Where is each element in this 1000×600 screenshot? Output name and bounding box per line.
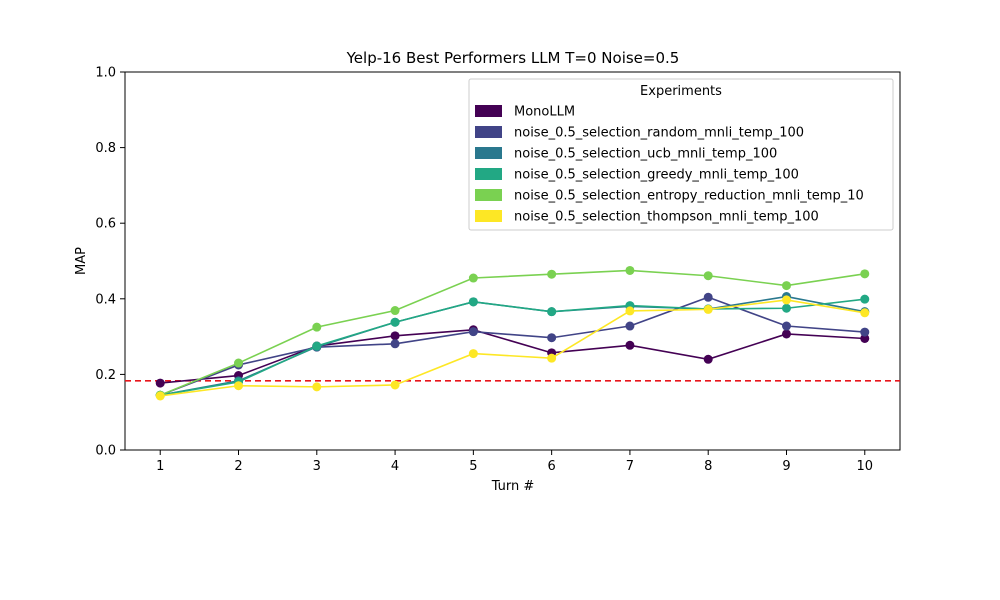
y-tick-label: 0.6 — [95, 217, 116, 232]
legend-swatch — [475, 210, 502, 222]
plot-frame — [124, 71, 901, 451]
y-tick-label: 0.0 — [95, 444, 116, 459]
series-line — [160, 328, 865, 384]
data-point — [390, 317, 400, 327]
series-3 — [155, 294, 870, 400]
legend-swatch — [475, 126, 502, 138]
data-point — [390, 380, 400, 390]
data-point — [468, 349, 478, 359]
legend-swatch — [475, 147, 502, 159]
x-tick-label: 5 — [469, 459, 477, 474]
legend-swatch — [475, 105, 502, 117]
data-point — [625, 321, 635, 331]
data-point — [781, 295, 791, 305]
x-axis: 1 2 3 4 5 6 7 8 9 10 — [156, 450, 873, 474]
x-tick-label: 10 — [856, 459, 873, 474]
legend-title: Experiments — [640, 84, 722, 99]
x-tick-label: 2 — [234, 459, 242, 474]
series-line — [159, 296, 865, 396]
series-line — [159, 269, 865, 396]
data-point — [390, 339, 400, 349]
legend-label: MonoLLM — [514, 105, 575, 120]
y-tick-label: 0.8 — [95, 141, 116, 156]
data-point — [625, 340, 635, 350]
data-point — [860, 308, 870, 318]
data-point — [312, 382, 322, 392]
x-tick-label: 1 — [156, 459, 164, 474]
data-point — [547, 333, 557, 343]
y-axis-label: MAP — [74, 247, 89, 275]
series-group — [155, 265, 870, 401]
series-4 — [155, 265, 870, 400]
legend-label: noise_0.5_selection_thompson_mnli_temp_1… — [514, 210, 819, 225]
series-5 — [155, 295, 870, 401]
data-point — [155, 391, 165, 401]
data-point — [468, 327, 478, 337]
data-point — [781, 303, 791, 313]
data-point — [390, 331, 400, 341]
data-point — [312, 341, 322, 351]
data-point — [860, 333, 870, 343]
data-point — [781, 321, 791, 331]
data-point — [703, 304, 713, 314]
y-tick-label: 0.2 — [95, 368, 116, 383]
data-point — [781, 281, 791, 291]
legend-box — [468, 78, 894, 231]
x-tick-label: 9 — [782, 459, 790, 474]
data-point — [234, 358, 244, 368]
data-point — [312, 322, 322, 332]
chart-title: Yelp-16 Best Performers LLM T=0 Noise=0.… — [346, 49, 680, 67]
x-tick-label: 8 — [704, 459, 712, 474]
data-point — [468, 273, 478, 283]
legend-swatch — [475, 189, 502, 201]
x-tick-label: 7 — [626, 459, 634, 474]
data-point — [625, 265, 635, 275]
data-point — [860, 327, 870, 337]
data-point — [390, 306, 400, 316]
data-point — [547, 307, 557, 317]
data-point — [703, 354, 713, 364]
data-point — [547, 269, 557, 279]
legend-label: noise_0.5_selection_ucb_mnli_temp_100 — [514, 147, 777, 162]
legend-label: noise_0.5_selection_random_mnli_temp_100 — [514, 126, 804, 141]
x-axis-label: Turn # — [491, 479, 535, 494]
data-point — [234, 381, 244, 391]
data-point — [625, 306, 635, 316]
data-point — [860, 269, 870, 279]
data-point — [703, 292, 713, 302]
legend: Experiments MonoLLM noise_0.5_selection_r… — [468, 78, 894, 231]
legend-swatch — [475, 168, 502, 180]
y-tick-label: 1.0 — [95, 66, 116, 81]
data-point — [468, 297, 478, 307]
legend-label: noise_0.5_selection_entropy_reduction_mn… — [514, 189, 864, 204]
series-line — [160, 299, 865, 397]
x-tick-label: 6 — [548, 459, 556, 474]
y-tick-label: 0.4 — [95, 292, 116, 307]
data-point — [781, 329, 791, 339]
data-point — [547, 353, 557, 363]
x-tick-label: 4 — [391, 459, 399, 474]
series-line — [160, 298, 865, 396]
data-point — [860, 294, 870, 304]
legend-items: MonoLLM noise_0.5_selection_random_mnli_t… — [475, 105, 864, 225]
legend-label: noise_0.5_selection_greedy_mnli_temp_100 — [514, 168, 799, 183]
data-point — [703, 271, 713, 281]
data-point — [155, 378, 165, 388]
x-tick-label: 3 — [313, 459, 321, 474]
y-axis: 0.0 0.2 0.4 0.6 0.8 1.0 — [95, 66, 125, 459]
